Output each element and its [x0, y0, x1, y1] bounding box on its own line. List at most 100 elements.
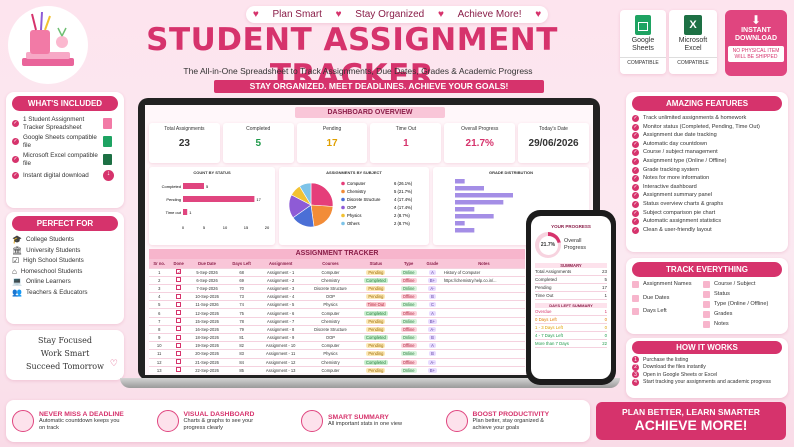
- assignment-name: Assignment - 6: [267, 310, 295, 316]
- audience-item: 🎓 College Students: [12, 235, 74, 244]
- column-header[interactable]: Type: [395, 259, 423, 269]
- table-cell: B+: [422, 366, 443, 373]
- check-icon: ✓: [632, 157, 639, 165]
- table-cell[interactable]: ✔: [169, 268, 188, 277]
- column-header[interactable]: Notes: [442, 259, 525, 269]
- instant-download-badge: ⬇ INSTANT DOWNLOAD NO PHYSICAL ITEM WILL…: [725, 10, 787, 76]
- table-cell: Assignment - 11: [256, 349, 305, 359]
- grade-bar: [455, 179, 465, 184]
- laptop-screen: DASHBOARD OVERVIEW Total Assignments 23 Co…: [145, 105, 593, 375]
- column-header[interactable]: Status: [356, 259, 396, 269]
- status-bar: [183, 209, 188, 215]
- table-cell[interactable]: [169, 333, 188, 343]
- table-row[interactable]: 4 10-Sep-2026 73 Assignment - 4 OOP Pending Of…: [149, 292, 525, 302]
- table-cell: Assignment - 4: [256, 292, 305, 302]
- summary-label: Total Assignments: [535, 269, 572, 274]
- table-cell[interactable]: [169, 308, 188, 318]
- feature-item: ✓ Status overview charts & graphs: [632, 200, 724, 208]
- grade-badge: A-: [428, 326, 437, 332]
- kpi-card: Today's Date 29/06/2026: [518, 123, 589, 163]
- table-cell[interactable]: [169, 366, 188, 373]
- kpi-card: Pending 17: [296, 123, 368, 163]
- table-row[interactable]: 3 7-Sep-2026 70 Assignment - 3 Discrete Stru…: [149, 284, 525, 294]
- table-cell: 15-Sep-2026: [187, 317, 227, 326]
- table-cell: Pending: [356, 284, 396, 294]
- table-row[interactable]: 9 18-Sep-2026 81 Assignment - 9 OOP Completed…: [149, 333, 525, 343]
- table-cell: 19-Sep-2026: [187, 341, 227, 351]
- column-header[interactable]: Due Date: [187, 259, 227, 269]
- legend-label: OOP: [347, 205, 357, 210]
- table-row[interactable]: 11 20-Sep-2026 83 Assignment - 11 Physics Pen…: [149, 349, 525, 359]
- benefit-item: NEVER MISS A DEADLINE Automatic countdown…: [12, 410, 151, 432]
- table-cell: 16-Sep-2026: [187, 325, 227, 335]
- done-checkbox: [176, 318, 182, 324]
- column-header[interactable]: Days Left: [226, 259, 257, 269]
- status-badge: Pending: [366, 294, 386, 300]
- sr-no: 13: [156, 367, 162, 373]
- table-cell[interactable]: [169, 349, 188, 359]
- status-badge: Pending: [366, 285, 386, 291]
- status-icon: [703, 291, 711, 299]
- table-row[interactable]: 1 ✔ 5-Sep-2026 68 Assignment - 1 Computer Pend…: [149, 268, 525, 277]
- table-cell: Online: [395, 300, 423, 310]
- phone-progress-label: Overall Progress: [564, 238, 587, 251]
- graduation-cap-icon: 🎓: [12, 235, 22, 244]
- days-left: 82: [239, 343, 244, 349]
- days-label: Overdue: [535, 309, 552, 314]
- motto-line: Work Smart: [40, 349, 90, 358]
- assignment-name: Assignment - 7: [267, 318, 295, 324]
- column-header[interactable]: Sr no.: [149, 259, 170, 269]
- table-row[interactable]: 5 11-Sep-2026 74 Assignment - 5 Physics Time …: [149, 300, 525, 310]
- benefit-title: SMART SUMMARY: [328, 414, 389, 421]
- column-header[interactable]: Assignment: [256, 259, 305, 269]
- pie-chart-icon: [301, 410, 323, 432]
- due-date: 21-Sep-2026: [195, 359, 219, 365]
- table-row[interactable]: 12 21-Sep-2026 84 Assignment - 12 Chemistry C…: [149, 358, 525, 367]
- download-small-icon: ↓: [103, 170, 114, 181]
- checklist-icon: ☑: [12, 256, 20, 265]
- table-cell[interactable]: [169, 292, 188, 302]
- table-cell: 9: [149, 333, 170, 343]
- kpi-value: 23: [178, 138, 190, 149]
- table-cell[interactable]: [169, 300, 188, 310]
- table-cell[interactable]: [169, 284, 188, 294]
- table-cell: Completed: [356, 358, 396, 367]
- days-left: 79: [239, 326, 244, 332]
- teacher-icon: 👥: [12, 287, 22, 297]
- check-icon: ✓: [12, 119, 19, 127]
- table-row[interactable]: 13 22-Sep-2026 85 Assignment - 13 Computer Pe…: [149, 366, 525, 373]
- done-checkbox: [176, 334, 182, 340]
- table-row[interactable]: 2 6-Sep-2026 69 Assignment - 2 Chemistry Comp…: [149, 276, 525, 285]
- table-cell: 1: [149, 268, 170, 277]
- feature-item: ✓ Assignment due date tracking: [632, 132, 717, 140]
- column-header[interactable]: Courses: [304, 259, 357, 269]
- table-row[interactable]: 7 15-Sep-2026 78 Assignment - 7 Chemistry Pen…: [149, 317, 525, 326]
- how-panel: HOW IT WORKS 1 Purchase the listing 2 Downl…: [626, 338, 788, 398]
- table-row[interactable]: 6 12-Sep-2026 75 Assignment - 6 Computer Comp…: [149, 308, 525, 318]
- assignment-name: Assignment - 4: [267, 294, 295, 300]
- status-badge: Time Out: [365, 302, 387, 308]
- google-sheets-label: Google Sheets: [631, 37, 655, 52]
- table-cell: Chemistry: [304, 358, 357, 367]
- legend-label: Discrete Structure: [347, 197, 381, 202]
- table-cell: B: [422, 333, 443, 343]
- included-item: ✓ Google Sheets compatible file: [12, 134, 118, 149]
- grade-bar-chart: [455, 179, 513, 233]
- track-item: Assignment Names: [632, 281, 703, 289]
- table-row[interactable]: 8 16-Sep-2026 79 Assignment - 8 Discrete Str…: [149, 325, 525, 335]
- table-cell[interactable]: [169, 341, 188, 351]
- table-row[interactable]: 10 19-Sep-2026 82 Assignment - 10 Computer Pe…: [149, 341, 525, 351]
- table-cell[interactable]: [169, 317, 188, 326]
- table-cell: A-: [422, 325, 443, 335]
- assignment-name: Assignment - 3: [267, 285, 295, 291]
- included-item: ✓ Instant digital download ↓: [12, 170, 118, 181]
- table-cell: 83: [226, 349, 257, 359]
- column-header[interactable]: Done: [169, 259, 188, 269]
- table-cell[interactable]: [169, 276, 188, 285]
- table-cell: Discrete Structure: [304, 284, 357, 294]
- column-header[interactable]: Grade: [422, 259, 443, 269]
- table-cell[interactable]: [169, 325, 188, 335]
- status-tick-label: 5: [203, 225, 206, 230]
- table-cell[interactable]: [169, 358, 188, 367]
- table-cell: 79: [226, 325, 257, 335]
